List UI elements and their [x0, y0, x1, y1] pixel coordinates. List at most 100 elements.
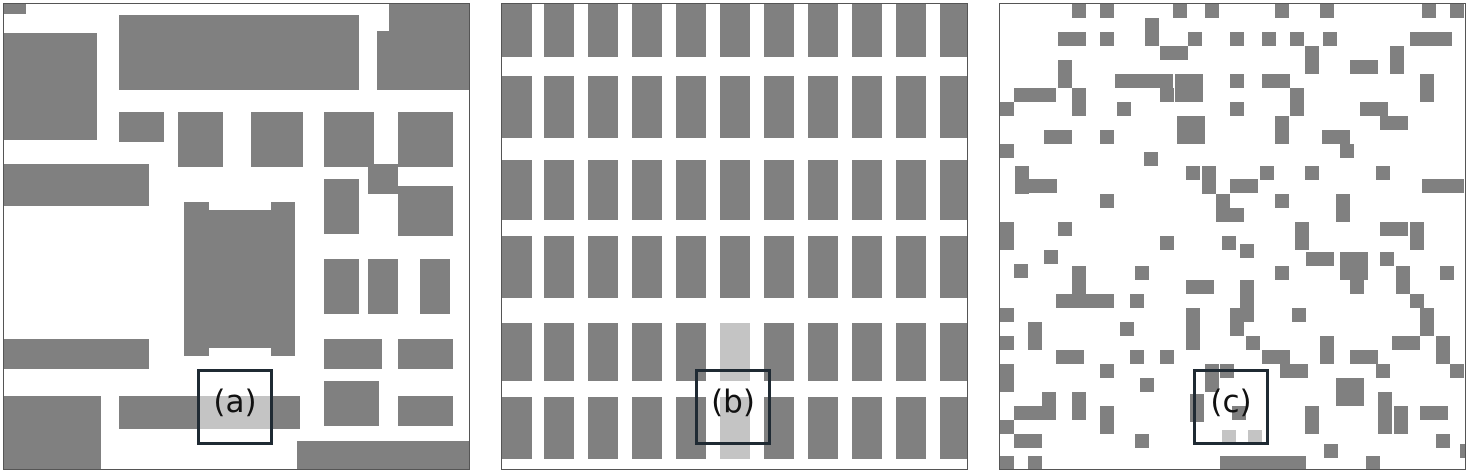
building-block — [1160, 236, 1174, 250]
building-block — [764, 236, 794, 298]
building-block — [1000, 456, 1014, 469]
building-block — [808, 236, 838, 298]
building-block — [1000, 308, 1014, 322]
building-block — [178, 112, 223, 167]
building-block — [588, 4, 618, 57]
building-block — [272, 396, 300, 429]
panel-c-random-layout: (c) — [999, 3, 1466, 470]
building-block — [1014, 264, 1028, 278]
building-block — [808, 397, 838, 459]
building-block — [1202, 166, 1216, 194]
building-block — [1100, 406, 1114, 434]
building-block — [1275, 116, 1289, 144]
building-block — [4, 33, 97, 140]
building-block — [1000, 102, 1014, 116]
building-block — [4, 4, 26, 14]
building-block — [1420, 74, 1434, 102]
building-block — [632, 323, 662, 381]
building-block — [588, 397, 618, 459]
building-block — [1380, 116, 1408, 130]
building-block — [1262, 32, 1276, 46]
building-block — [502, 397, 532, 459]
building-block — [1320, 336, 1334, 364]
building-block — [297, 441, 469, 469]
building-block — [1305, 406, 1319, 434]
building-block — [896, 323, 926, 381]
building-block — [1100, 364, 1114, 378]
building-block — [1160, 350, 1174, 364]
building-block — [1015, 166, 1029, 194]
building-block — [1222, 236, 1236, 250]
building-block — [544, 236, 574, 298]
building-block — [1186, 336, 1200, 350]
building-block — [389, 4, 469, 31]
building-block — [368, 164, 398, 194]
building-block — [1220, 456, 1306, 469]
building-block — [632, 397, 662, 459]
building-block — [420, 259, 450, 314]
building-block — [1322, 130, 1350, 144]
building-block — [896, 160, 926, 220]
building-block — [1460, 444, 1465, 458]
building-block — [808, 76, 838, 138]
building-block — [1117, 102, 1131, 116]
building-block — [1145, 18, 1159, 46]
building-block — [1275, 266, 1289, 280]
building-block — [896, 397, 926, 459]
building-block — [544, 323, 574, 381]
panel-label-box: (a) — [197, 369, 273, 445]
building-block — [502, 160, 532, 220]
building-block — [1410, 222, 1424, 250]
building-block — [1323, 32, 1337, 46]
building-block — [544, 76, 574, 138]
building-block — [1436, 434, 1450, 448]
building-block — [808, 160, 838, 220]
highlighted-building-block — [197, 396, 272, 429]
building-block — [896, 4, 926, 57]
building-block — [1072, 266, 1086, 280]
building-block — [1044, 130, 1072, 144]
building-block — [1177, 116, 1205, 144]
building-block — [1422, 4, 1436, 18]
building-block — [1324, 444, 1338, 458]
building-block — [1292, 308, 1306, 322]
building-block — [940, 236, 967, 298]
building-block — [1072, 4, 1086, 18]
building-block — [1000, 222, 1014, 250]
building-block — [1410, 32, 1452, 46]
building-block — [1305, 46, 1319, 74]
building-block — [1394, 406, 1408, 434]
building-block — [676, 397, 706, 459]
building-block — [119, 112, 164, 142]
building-block — [1378, 392, 1392, 434]
building-block — [324, 259, 359, 314]
building-block — [1260, 166, 1274, 180]
building-block — [764, 4, 794, 57]
building-block — [1336, 378, 1364, 406]
building-block — [720, 160, 750, 220]
building-block — [544, 4, 574, 57]
building-block — [940, 4, 967, 57]
building-block — [502, 323, 532, 381]
building-block — [852, 323, 882, 381]
building-block — [544, 397, 574, 459]
panel-a-irregular-layout: (a) — [3, 3, 470, 470]
building-block — [398, 112, 453, 167]
building-block — [1120, 322, 1134, 336]
building-block — [1058, 222, 1072, 236]
panel-label-box: (c) — [1193, 369, 1269, 445]
building-block — [852, 397, 882, 459]
building-block — [1305, 166, 1319, 180]
building-block — [1246, 336, 1260, 350]
panel-label-box: (b) — [695, 369, 771, 445]
building-block — [1390, 46, 1404, 74]
building-block — [1230, 179, 1258, 193]
building-block — [1262, 74, 1290, 88]
building-block — [1216, 194, 1230, 222]
building-block — [1028, 456, 1042, 469]
building-block — [1144, 152, 1158, 166]
building-block — [1072, 280, 1086, 294]
building-block — [1396, 266, 1410, 294]
building-block — [1188, 32, 1202, 46]
building-block — [4, 339, 149, 369]
